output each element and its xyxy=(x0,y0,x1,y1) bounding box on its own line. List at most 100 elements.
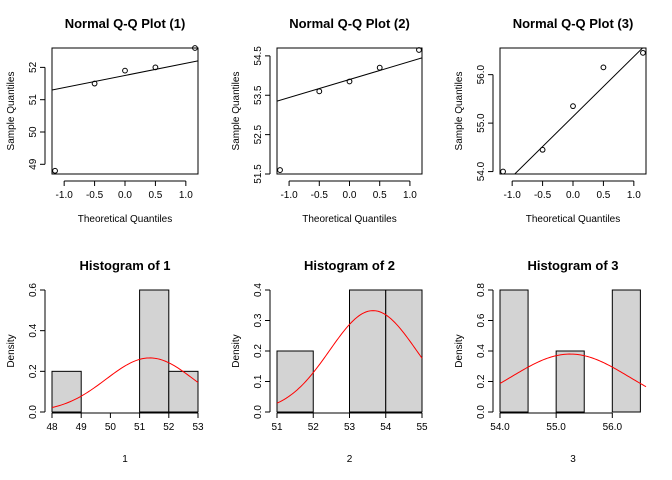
x-axis-label: 3 xyxy=(570,454,576,465)
x-tick-label: 0.5 xyxy=(373,190,387,201)
histogram-bar xyxy=(139,289,170,413)
y-tick-label: 56.0 xyxy=(476,64,487,84)
x-tick-label: -1.0 xyxy=(56,190,74,201)
y-tick-label: 0.0 xyxy=(28,405,39,419)
y-axis-label: Density xyxy=(231,334,242,367)
density-curve xyxy=(276,310,423,404)
x-tick-label: 1.0 xyxy=(179,190,193,201)
chart-title: Normal Q-Q Plot (2) xyxy=(289,16,410,31)
qq-reference-line xyxy=(514,48,644,174)
y-axis-label: Sample Quantiles xyxy=(454,72,465,151)
y-tick-label: 54.5 xyxy=(253,46,264,66)
x-tick-label: 48 xyxy=(46,422,58,433)
y-axis-label: Density xyxy=(454,334,465,367)
y-tick-label: 50 xyxy=(28,126,39,138)
chart-title: Normal Q-Q Plot (3) xyxy=(513,16,634,31)
chart-title: Histogram of 3 xyxy=(527,258,618,273)
y-tick-label: 55.0 xyxy=(476,113,487,133)
x-tick-label: 51 xyxy=(134,422,146,433)
histogram-bar xyxy=(168,370,199,413)
y-axis-label: Sample Quantiles xyxy=(6,72,17,151)
x-axis-label: Theoretical Quantiles xyxy=(78,214,173,225)
x-tick-label: 1.0 xyxy=(403,190,417,201)
x-tick-label: 53 xyxy=(344,422,356,433)
y-tick-label: 0.8 xyxy=(476,283,487,297)
density-curve xyxy=(499,353,647,388)
x-tick-label: 49 xyxy=(76,422,88,433)
histogram-bar xyxy=(611,289,641,413)
y-axis-label: Sample Quantiles xyxy=(231,72,242,151)
x-tick-label: 55 xyxy=(416,422,428,433)
x-tick-label: 0.0 xyxy=(343,190,357,201)
y-tick-label: 53.5 xyxy=(253,85,264,105)
y-tick-label: 0.0 xyxy=(253,405,264,419)
qq-point xyxy=(192,45,198,51)
y-tick-label: 54.0 xyxy=(476,161,487,181)
y-tick-label: 51.5 xyxy=(253,164,264,184)
qq-panel-3: Normal Q-Q Plot (3) -1.0 -0.5 0.0 0.5 1.0 Theo… xyxy=(454,16,647,225)
qq-point xyxy=(277,167,283,173)
y-tick-label: 49 xyxy=(28,158,39,170)
plot-frame xyxy=(276,47,423,175)
x-tick-label: -0.5 xyxy=(534,190,552,201)
y-tick-label: 0.1 xyxy=(253,374,264,388)
histogram-panel-3: Histogram of 3 54.0 55.0 56.0 3 0.0 0.2 0.4 0.6 0… xyxy=(454,258,647,465)
histogram-panel-1: Histogram of 1 48 49 50 51 52 53 1 0.0 0.2 0.4 0.6 D… xyxy=(6,258,204,465)
x-tick-label: 0.5 xyxy=(596,190,610,201)
y-tick-label: 0.3 xyxy=(253,313,264,327)
x-tick-label: -0.5 xyxy=(86,190,104,201)
x-tick-label: 52 xyxy=(163,422,175,433)
histogram-bar xyxy=(276,350,314,413)
y-tick-label: 0.0 xyxy=(476,405,487,419)
x-tick-label: 56.0 xyxy=(603,422,623,433)
y-tick-label: 51 xyxy=(28,94,39,106)
x-axis-label: 1 xyxy=(122,454,128,465)
histogram-bar xyxy=(349,289,387,413)
y-tick-label: 52 xyxy=(28,61,39,73)
x-tick-label: -1.0 xyxy=(504,190,522,201)
qq-reference-line xyxy=(52,60,198,91)
qq-point xyxy=(570,103,576,110)
density-curve xyxy=(51,357,199,409)
y-tick-label: 0.2 xyxy=(28,364,39,378)
qq-point xyxy=(416,47,422,53)
chart-title: Histogram of 2 xyxy=(304,258,395,273)
y-axis-label: Density xyxy=(6,334,17,367)
qq-point xyxy=(500,168,506,175)
x-tick-label: -0.5 xyxy=(311,190,329,201)
x-tick-label: 51 xyxy=(271,422,283,433)
histogram-bar xyxy=(499,289,529,413)
x-tick-label: -1.0 xyxy=(280,190,298,201)
x-tick-label: 0.5 xyxy=(148,190,162,201)
qq-panel-1: Normal Q-Q Plot (1) -1.0 -0.5 0.0 0.5 1.0 Theo… xyxy=(6,16,199,225)
qq-point xyxy=(640,49,646,56)
x-tick-label: 1.0 xyxy=(627,190,641,201)
qq-point xyxy=(539,146,546,153)
plot-frame xyxy=(499,47,647,175)
qq-point xyxy=(52,167,58,174)
x-tick-label: 54.0 xyxy=(490,422,510,433)
qq-point xyxy=(600,64,607,71)
x-tick-label: 0.0 xyxy=(566,190,580,201)
y-tick-label: 0.6 xyxy=(476,313,487,327)
chart-title: Histogram of 1 xyxy=(79,258,170,273)
y-tick-label: 0.4 xyxy=(28,323,39,337)
plot-frame xyxy=(51,47,199,175)
qq-point xyxy=(152,64,159,71)
qq-point xyxy=(346,78,353,85)
y-tick-label: 0.6 xyxy=(28,283,39,297)
x-axis-label: Theoretical Quantiles xyxy=(526,214,621,225)
x-tick-label: 52 xyxy=(308,422,320,433)
histogram-bar xyxy=(385,289,423,413)
y-tick-label: 0.4 xyxy=(476,344,487,358)
histogram-panel-2: Histogram of 2 51 52 53 54 55 2 0.0 0.1 0.2 0.3 0.4… xyxy=(231,258,428,465)
qq-point xyxy=(316,88,323,95)
y-tick-label: 52.5 xyxy=(253,124,264,144)
x-tick-label: 54 xyxy=(380,422,392,433)
histogram-bar xyxy=(51,370,82,413)
x-axis-label: 2 xyxy=(347,454,353,465)
y-tick-label: 0.2 xyxy=(476,374,487,388)
qq-point xyxy=(91,80,98,87)
qq-point xyxy=(376,64,383,71)
